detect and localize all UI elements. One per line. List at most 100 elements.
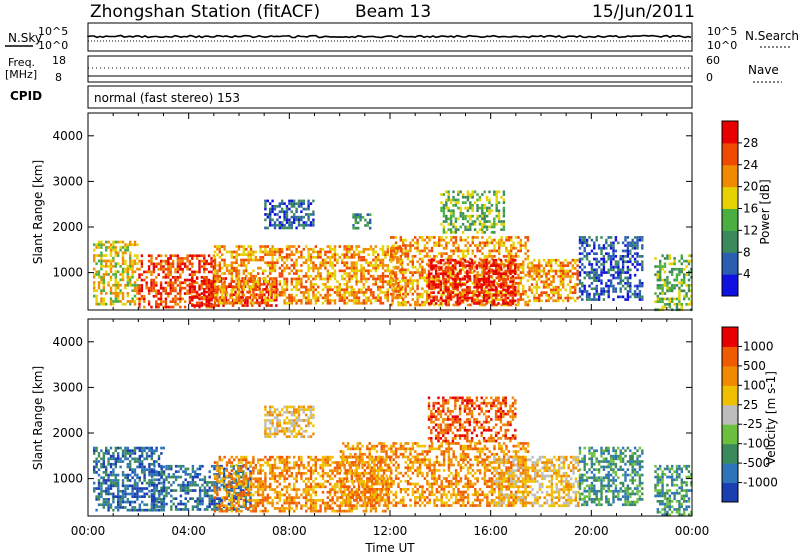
heatmap-cell [426, 300, 429, 304]
heatmap-cell [302, 256, 305, 259]
heatmap-cell [186, 483, 190, 487]
heatmap-cell [307, 247, 310, 251]
heatmap-cell [124, 452, 127, 455]
heatmap-cell [668, 305, 671, 309]
heatmap-cell [367, 288, 370, 292]
heatmap-cell [362, 285, 365, 289]
heatmap-cell [416, 298, 419, 301]
heatmap-cell [269, 207, 272, 211]
heatmap-cell [126, 446, 129, 450]
heatmap-cell [593, 279, 596, 282]
heatmap-cell [97, 254, 101, 257]
heatmap-cell [600, 287, 603, 291]
heatmap-cell [512, 244, 515, 247]
heatmap-cell [590, 249, 594, 253]
heatmap-cell [542, 267, 546, 270]
heatmap-cell [254, 280, 257, 283]
heatmap-cell [668, 289, 671, 293]
heatmap-cell [162, 505, 166, 509]
heatmap-cell [126, 278, 129, 282]
heatmap-cell [158, 464, 161, 468]
heatmap-cell [269, 272, 272, 275]
heatmap-cell [188, 259, 192, 263]
heatmap-cell [464, 271, 467, 274]
heatmap-cell [207, 254, 211, 258]
heatmap-cell [218, 245, 221, 248]
heatmap-cell [269, 285, 272, 289]
heatmap-cell [485, 198, 489, 202]
heatmap-cell [528, 272, 531, 276]
heatmap-cell [133, 254, 137, 257]
heatmap-cell [463, 264, 467, 267]
heatmap-cell [208, 502, 211, 506]
heatmap-cell [93, 471, 96, 474]
heatmap-cell [671, 297, 674, 301]
heatmap-cell [585, 271, 589, 274]
heatmap-cell [442, 246, 446, 250]
heatmap-cell [182, 464, 185, 468]
heatmap-cell [160, 464, 163, 468]
heatmap-cell [129, 500, 132, 504]
heatmap-cell [502, 285, 505, 289]
heatmap-cell [507, 252, 510, 255]
heatmap-cell [357, 250, 361, 254]
heatmap-cell [350, 247, 353, 251]
heatmap-cell [189, 473, 192, 476]
heatmap-cell [557, 288, 560, 292]
heatmap-cell [263, 282, 266, 286]
heatmap-cell [399, 255, 402, 258]
heatmap-cell [302, 202, 305, 205]
heatmap-cell [581, 268, 584, 272]
heatmap-cell [633, 284, 637, 288]
heatmap-cell [207, 293, 211, 297]
heatmap-cell [177, 475, 180, 479]
heatmap-cell [502, 277, 505, 281]
heatmap-cell [100, 262, 103, 265]
heatmap-cell [295, 277, 298, 281]
heatmap-cell [386, 291, 389, 294]
heatmap-cell [473, 302, 476, 305]
heatmap-cell [526, 249, 530, 253]
heatmap-cell [452, 249, 455, 253]
heatmap-cell [578, 260, 582, 264]
heatmap-cell [547, 264, 550, 267]
heatmap-cell [490, 241, 494, 245]
heatmap-cell [245, 258, 248, 262]
heatmap-cell [511, 275, 515, 278]
heatmap-cell [194, 500, 197, 503]
heatmap-cell [471, 249, 474, 253]
heatmap-cell [609, 263, 613, 266]
heatmap-cell [449, 294, 452, 297]
heatmap-cell [281, 202, 284, 205]
heatmap-cell [341, 277, 344, 281]
heatmap-cell [377, 293, 380, 297]
heatmap-cell [233, 285, 236, 289]
heatmap-cell [317, 266, 320, 270]
heatmap-cell [181, 267, 184, 271]
heatmap-cell [414, 265, 417, 269]
heatmap-cell [243, 304, 247, 307]
heatmap-cell [109, 243, 113, 247]
heatmap-cell [133, 240, 137, 244]
heatmap-cell [359, 213, 362, 216]
heatmap-cell [478, 257, 482, 261]
heatmap-cell [540, 264, 543, 267]
heatmap-cell [493, 190, 496, 194]
heatmap-cell [264, 218, 267, 222]
heatmap-cell [542, 283, 546, 286]
heatmap-cell [394, 271, 398, 274]
heatmap-cell [411, 263, 414, 266]
heatmap-cell [401, 296, 404, 300]
heatmap-cell [136, 487, 139, 490]
heatmap-cell [490, 288, 493, 292]
heatmap-cell [100, 278, 103, 282]
heatmap-cell [354, 213, 357, 216]
nsky-label: N.Sky [8, 31, 42, 45]
heatmap-cell [312, 199, 315, 203]
heatmap-cell [210, 259, 213, 263]
heatmap-cell [547, 277, 550, 281]
heatmap-cell [252, 301, 255, 305]
heatmap-cell [157, 292, 160, 295]
heatmap-cell [687, 273, 691, 276]
heatmap-cell [502, 273, 506, 277]
